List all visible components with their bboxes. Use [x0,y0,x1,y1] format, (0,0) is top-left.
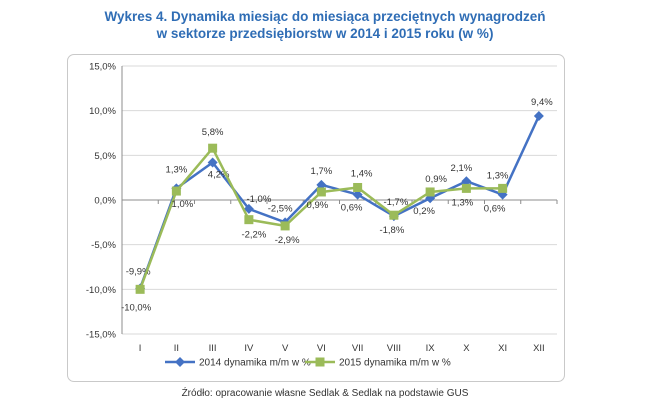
data-point-2014 [316,179,327,190]
data-label: -1,7% [383,197,408,208]
x-tick-label: VII [352,343,364,354]
data-label: 4,2% [208,169,230,180]
data-point-2015 [280,221,290,231]
data-label: -1,0% [246,194,271,205]
legend-marker [315,357,325,367]
data-label: 0,9% [425,174,447,185]
data-point-2015 [461,183,471,193]
data-point-2015 [353,182,363,192]
x-tick-label: IV [244,343,254,354]
data-label: 0,6% [484,204,506,215]
data-point-2014 [352,189,363,200]
data-point-2015 [171,186,181,196]
legend-label: 2014 dynamika m/m w % [199,358,311,369]
x-tick-label: VI [317,343,326,354]
data-point-2015 [135,284,145,294]
legend-label: 2015 dynamika m/m w % [339,358,451,369]
data-label: 1,3% [166,164,188,175]
data-point-2015 [208,143,218,153]
y-tick-label: -5,0% [91,240,116,251]
data-point-2015 [389,210,399,220]
data-label: 0,9% [307,200,329,211]
x-tick-label: III [209,343,217,354]
x-tick-label: IX [426,343,436,354]
data-label: 0,2% [413,206,435,217]
data-label: -2,9% [275,235,300,246]
x-tick-label: VIII [387,343,401,354]
data-label: 1,7% [311,166,333,177]
source-note: Źródło: opracowanie własne Sedlak & Sedl… [181,388,469,399]
y-tick-label: -10,0% [86,285,117,296]
data-label: 2,1% [451,163,473,174]
data-label: -1,8% [379,225,404,236]
data-point-2015 [244,215,254,225]
data-point-2014 [243,203,254,214]
x-tick-label: XI [498,343,507,354]
x-tick-label: X [463,343,470,354]
data-label: 5,8% [202,127,224,138]
data-label: 9,4% [531,97,553,108]
x-tick-label: II [174,343,179,354]
chart-frame [67,54,565,382]
data-label: 1,4% [351,168,373,179]
data-label: -9,9% [126,266,151,277]
data-label: -10,0% [121,302,152,313]
x-tick-label: I [139,343,142,354]
data-label: -2,5% [268,203,293,214]
data-point-2015 [425,187,435,197]
x-tick-label: V [282,343,289,354]
data-label: 1,3% [487,170,509,181]
y-tick-label: 0,0% [94,196,116,207]
chart-title-line-1: Wykres 4. Dynamika miesiąc do miesiąca p… [104,9,546,24]
chart-title-line-2: w sektorze przedsiębiorstw w 2014 i 2015… [156,26,494,41]
y-tick-label: 5,0% [94,151,116,162]
data-point-2015 [498,183,508,193]
data-label: 1,3% [452,197,474,208]
data-label: 1,0% [172,199,194,210]
chart-title: Wykres 4. Dynamika miesiąc do miesiąca p… [0,8,650,42]
y-tick-label: -15,0% [86,330,117,341]
x-tick-label: XII [533,343,545,354]
data-point-2015 [316,187,326,197]
data-label: -2,2% [241,230,266,241]
data-point-2014 [461,176,472,187]
legend-marker [175,357,185,367]
data-point-2014 [207,157,218,168]
y-tick-label: 10,0% [89,106,116,117]
y-tick-label: 15,0% [89,62,116,73]
data-label: 0,6% [341,203,363,214]
data-point-2014 [533,111,544,122]
